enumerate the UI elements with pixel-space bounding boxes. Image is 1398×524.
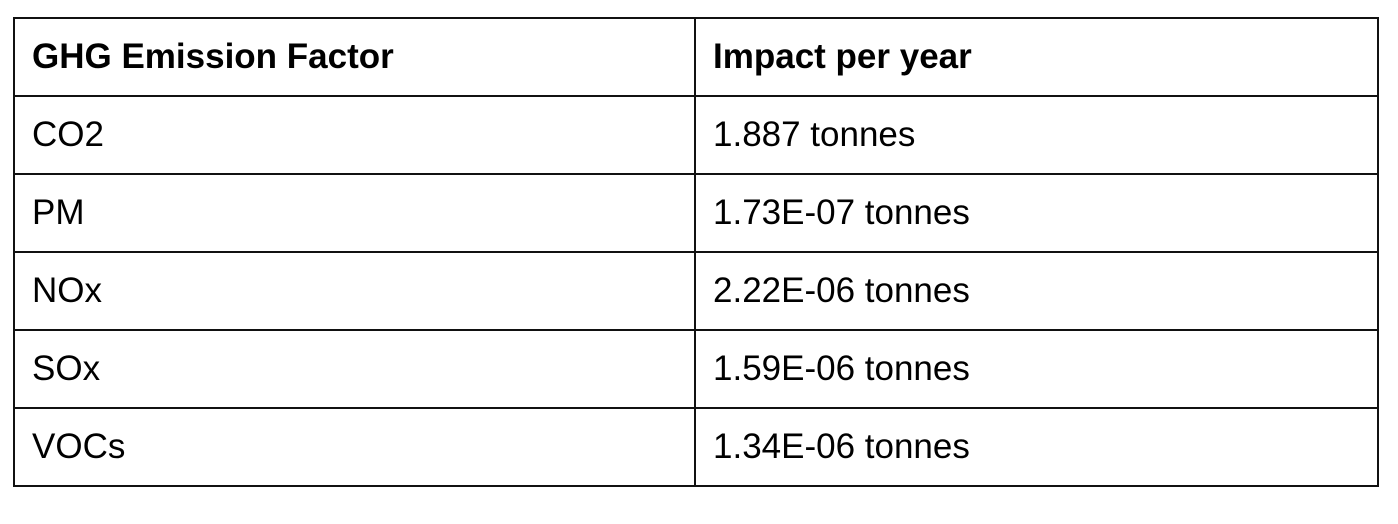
emission-factor-cell: VOCs: [13, 407, 696, 487]
emission-factor-cell: NOx: [13, 251, 696, 331]
table-row: SOx 1.59E-06 tonnes: [13, 329, 1379, 409]
table-row: NOx 2.22E-06 tonnes: [13, 251, 1379, 331]
table-row: CO2 1.887 tonnes: [13, 95, 1379, 175]
table-row: VOCs 1.34E-06 tonnes: [13, 407, 1379, 487]
header-emission-factor: GHG Emission Factor: [13, 17, 696, 97]
impact-cell: 1.887 tonnes: [694, 95, 1379, 175]
table-row: PM 1.73E-07 tonnes: [13, 173, 1379, 253]
emission-factor-cell: CO2: [13, 95, 696, 175]
emissions-table: GHG Emission Factor Impact per year CO2 …: [13, 17, 1379, 487]
impact-cell: 1.59E-06 tonnes: [694, 329, 1379, 409]
emission-factor-cell: SOx: [13, 329, 696, 409]
impact-cell: 1.73E-07 tonnes: [694, 173, 1379, 253]
emission-factor-cell: PM: [13, 173, 696, 253]
impact-cell: 2.22E-06 tonnes: [694, 251, 1379, 331]
impact-cell: 1.34E-06 tonnes: [694, 407, 1379, 487]
table-header-row: GHG Emission Factor Impact per year: [13, 17, 1379, 97]
header-impact-per-year: Impact per year: [694, 17, 1379, 97]
